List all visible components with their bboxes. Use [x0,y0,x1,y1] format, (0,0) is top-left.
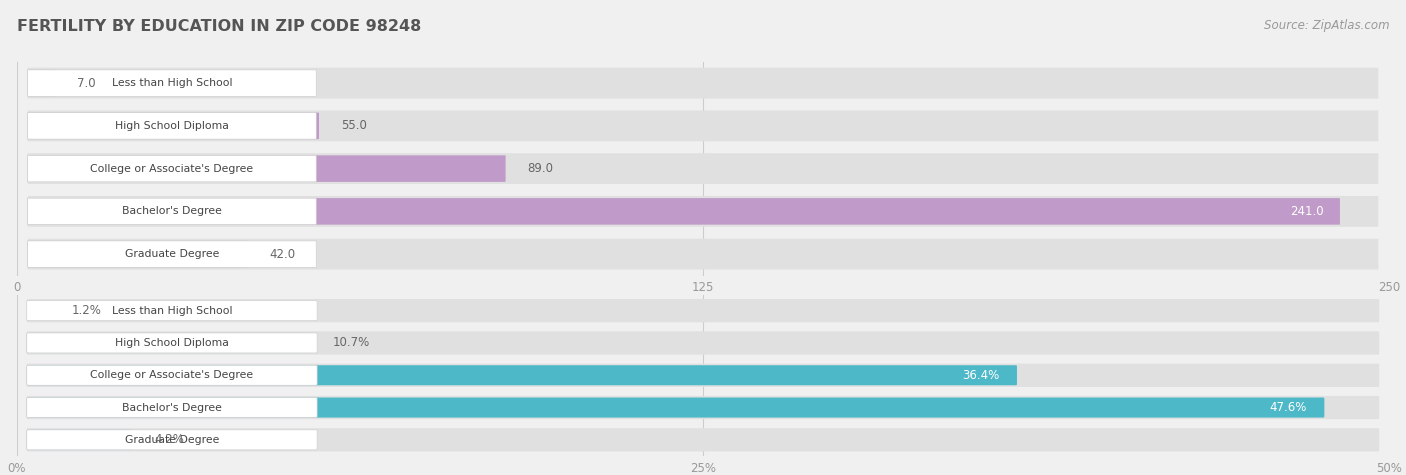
Text: 241.0: 241.0 [1289,205,1323,218]
Text: 36.4%: 36.4% [962,369,1000,382]
FancyBboxPatch shape [28,68,1378,98]
FancyBboxPatch shape [27,430,134,450]
Text: High School Diploma: High School Diploma [115,121,229,131]
FancyBboxPatch shape [27,365,318,385]
FancyBboxPatch shape [28,155,316,182]
FancyBboxPatch shape [28,239,1378,269]
Text: 1.2%: 1.2% [72,304,101,317]
FancyBboxPatch shape [28,70,316,96]
FancyBboxPatch shape [28,113,316,139]
Text: Bachelor's Degree: Bachelor's Degree [122,402,222,413]
Text: 4.2%: 4.2% [155,433,184,446]
FancyBboxPatch shape [28,70,55,96]
FancyBboxPatch shape [28,198,316,225]
FancyBboxPatch shape [27,430,318,450]
Text: Less than High School: Less than High School [111,305,232,316]
FancyBboxPatch shape [27,332,1379,354]
FancyBboxPatch shape [28,198,1340,225]
Text: FERTILITY BY EDUCATION IN ZIP CODE 98248: FERTILITY BY EDUCATION IN ZIP CODE 98248 [17,19,422,34]
Text: 55.0: 55.0 [340,119,367,133]
Text: Bachelor's Degree: Bachelor's Degree [122,206,222,217]
FancyBboxPatch shape [27,398,318,418]
FancyBboxPatch shape [27,365,1017,385]
Text: 89.0: 89.0 [527,162,554,175]
FancyBboxPatch shape [27,398,1324,418]
Text: Graduate Degree: Graduate Degree [125,435,219,445]
Text: 10.7%: 10.7% [332,336,370,350]
Text: 7.0: 7.0 [77,76,96,90]
Text: High School Diploma: High School Diploma [115,338,229,348]
Text: Less than High School: Less than High School [111,78,232,88]
FancyBboxPatch shape [28,111,1378,141]
Text: 42.0: 42.0 [270,247,295,261]
FancyBboxPatch shape [28,113,319,139]
FancyBboxPatch shape [28,153,1378,184]
Text: 47.6%: 47.6% [1270,401,1306,414]
FancyBboxPatch shape [28,241,316,267]
FancyBboxPatch shape [27,299,1379,322]
FancyBboxPatch shape [27,333,312,353]
FancyBboxPatch shape [28,155,506,182]
Text: College or Associate's Degree: College or Associate's Degree [90,370,253,380]
FancyBboxPatch shape [27,301,318,321]
FancyBboxPatch shape [27,364,1379,387]
FancyBboxPatch shape [27,396,1379,419]
FancyBboxPatch shape [27,333,318,353]
FancyBboxPatch shape [28,196,1378,227]
Text: College or Associate's Degree: College or Associate's Degree [90,163,253,174]
FancyBboxPatch shape [28,241,247,267]
FancyBboxPatch shape [27,428,1379,451]
Text: Source: ZipAtlas.com: Source: ZipAtlas.com [1264,19,1389,32]
Text: Graduate Degree: Graduate Degree [125,249,219,259]
